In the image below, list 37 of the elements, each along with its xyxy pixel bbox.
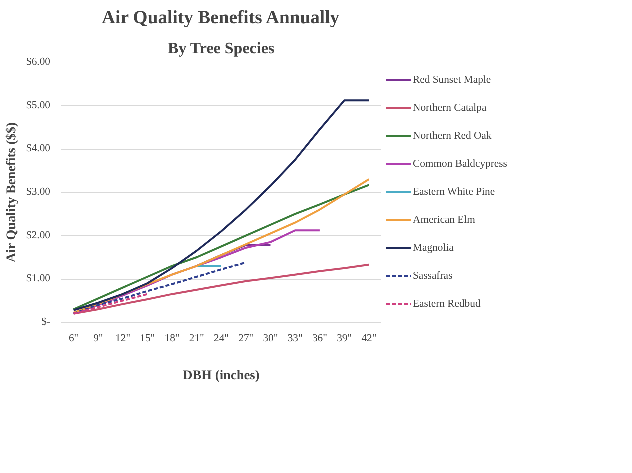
- legend-label: Eastern Redbud: [413, 298, 481, 310]
- line-series: [72, 262, 248, 315]
- legend-label: Eastern White Pine: [413, 186, 496, 198]
- x-tick-label: 6": [68, 334, 79, 344]
- x-axis-title: DBH (inches): [183, 368, 260, 382]
- legend-label: Red Sunset Maple: [413, 74, 492, 86]
- line-series: [72, 293, 149, 315]
- legend-label: Northern Catalpa: [413, 102, 487, 114]
- chart-title: Air Quality Benefits Annually: [102, 8, 340, 28]
- x-tick-label: 12": [116, 334, 131, 344]
- x-tick-label: 27": [238, 334, 254, 344]
- legend-label: Northern Red Oak: [413, 130, 492, 142]
- y-tick-label: $5.00: [26, 100, 51, 112]
- x-tick-label: 9": [94, 334, 104, 344]
- x-tick-label: 21": [189, 334, 204, 344]
- y-tick-label: $6.00: [26, 57, 51, 68]
- x-tick-label: 36": [312, 334, 328, 344]
- x-tick-label: 24": [214, 334, 230, 344]
- line-series: [72, 264, 370, 315]
- chart-subtitle: By Tree Species: [168, 40, 275, 58]
- x-tick-label: 42": [362, 334, 377, 344]
- legend-label: Sassafras: [413, 270, 453, 282]
- legend-label: American Elm: [413, 214, 476, 226]
- y-tick-label: $4.00: [26, 144, 51, 155]
- line-series: [72, 100, 370, 312]
- x-tick-label: 30": [263, 334, 278, 344]
- x-tick-label: 33": [288, 334, 303, 344]
- legend-label: Common Baldcypress: [413, 158, 508, 170]
- y-tick-label: $1.00: [26, 274, 51, 285]
- legend-label: Magnolia: [413, 242, 454, 254]
- y-tick-label: $-: [42, 317, 51, 328]
- x-tick-label: 18": [164, 334, 180, 344]
- y-axis-title: Air Quality Benefits ($$): [4, 122, 19, 263]
- x-tick-label: 39": [337, 334, 352, 344]
- x-tick-label: 15": [140, 334, 156, 344]
- y-tick-label: $2.00: [26, 230, 51, 242]
- y-tick-label: $3.00: [26, 187, 51, 198]
